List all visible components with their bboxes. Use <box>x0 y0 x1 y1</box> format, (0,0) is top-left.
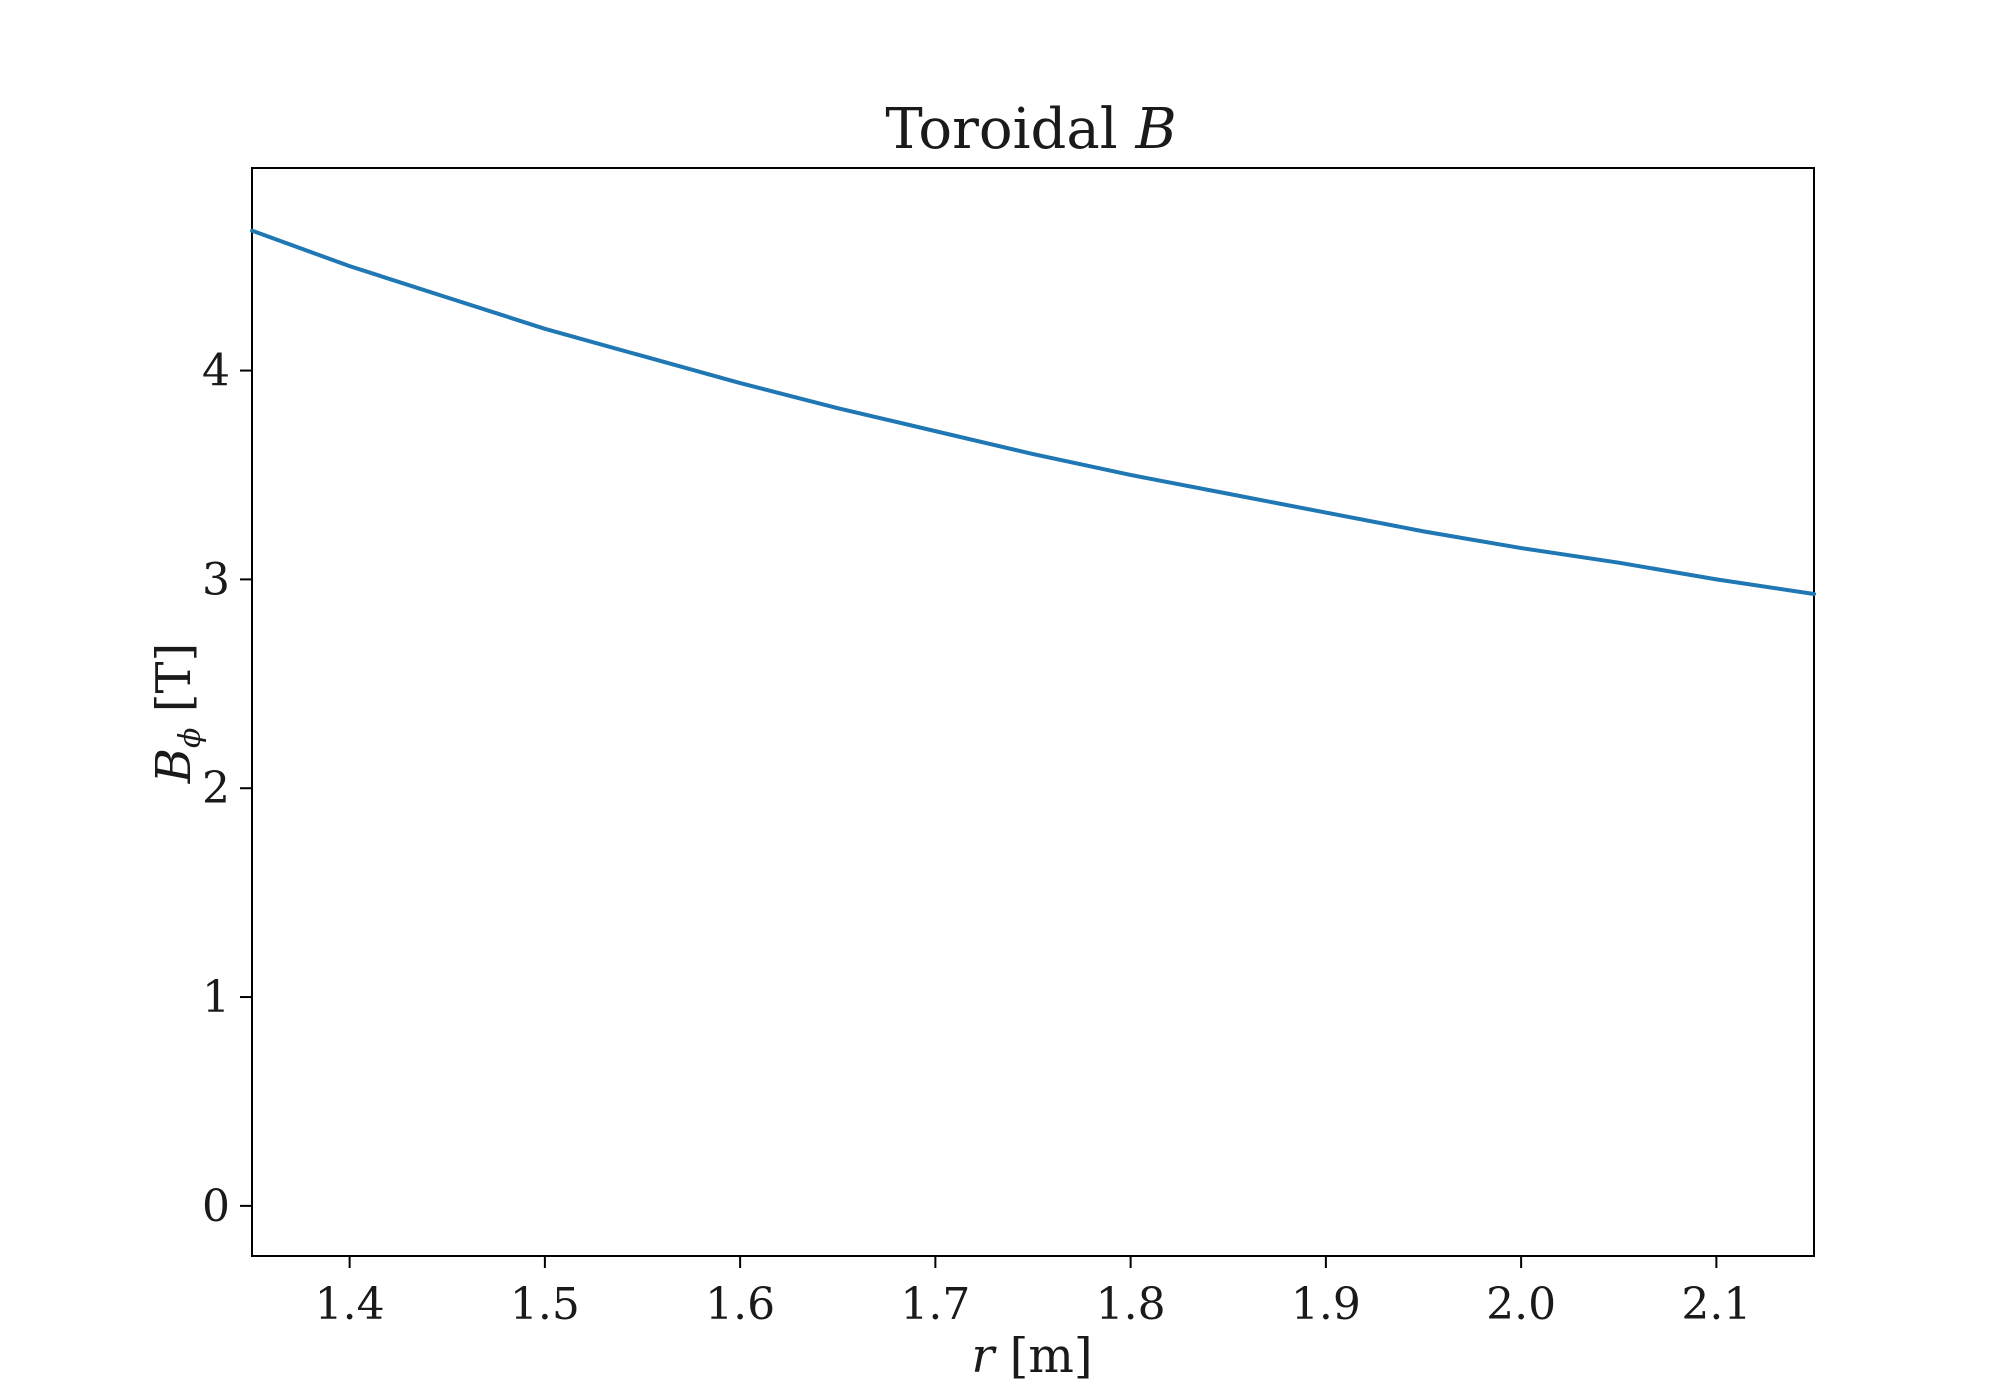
chart-title-variable: B <box>1134 97 1176 162</box>
y-tick-label: 1 <box>202 972 230 1023</box>
x-tick-label: 1.5 <box>510 1279 580 1330</box>
x-tick-label: 1.9 <box>1291 1279 1361 1330</box>
x-tick-label: 1.8 <box>1096 1279 1166 1330</box>
x-tick-label: 2.1 <box>1681 1279 1751 1330</box>
x-tick-label: 1.6 <box>705 1279 775 1330</box>
x-tick-label: 1.7 <box>900 1279 970 1330</box>
y-tick-label: 3 <box>202 554 230 605</box>
y-axis-ticks: 0 1 2 3 4 <box>202 346 252 1232</box>
y-tick-label: 0 <box>202 1181 230 1232</box>
y-tick-label: 4 <box>202 346 230 397</box>
series-line <box>250 228 1816 597</box>
chart-title-text: Toroidal <box>885 97 1135 162</box>
x-axis-label: r [m] <box>971 1328 1092 1384</box>
x-tick-label: 2.0 <box>1486 1279 1556 1330</box>
series-layer <box>250 228 1816 597</box>
chart-title: Toroidal B <box>885 97 1176 162</box>
y-axis-label: Bϕ [T] <box>146 643 208 784</box>
y-tick-label: 2 <box>202 763 230 814</box>
plot-area <box>251 167 1815 1257</box>
x-axis-ticks: 1.4 1.5 1.6 1.7 1.8 1.9 2.0 2.1 <box>315 1256 1751 1330</box>
y-axis-label-subscript: ϕ <box>173 728 208 748</box>
x-tick-label: 1.4 <box>315 1279 385 1330</box>
x-axis-label-variable: r <box>971 1328 997 1384</box>
y-axis-label-variable: B <box>146 748 202 784</box>
y-axis-label-unit: [T] <box>146 643 202 728</box>
x-axis-label-unit: [m] <box>994 1328 1092 1384</box>
